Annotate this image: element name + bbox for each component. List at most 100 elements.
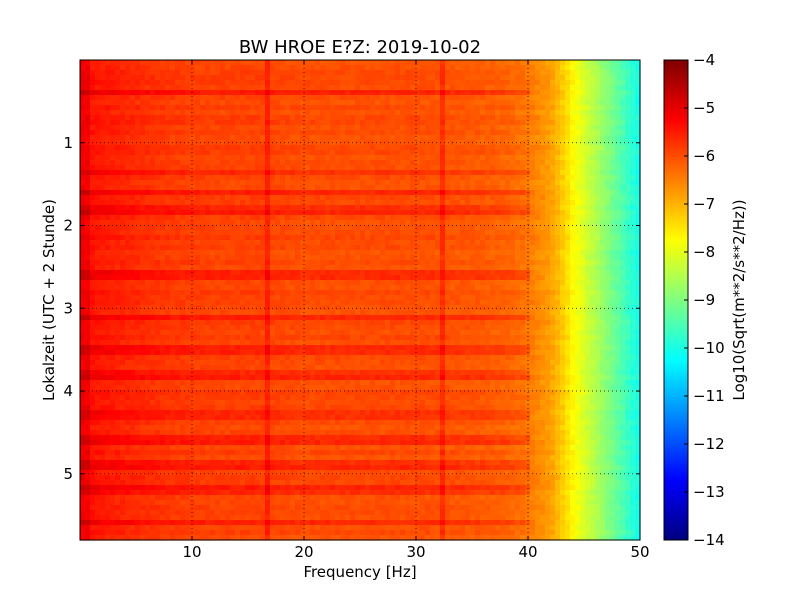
heatmap-cell xyxy=(385,105,391,111)
heatmap-cell xyxy=(305,75,311,81)
heatmap-cell xyxy=(180,195,186,201)
heatmap-cell xyxy=(295,155,301,161)
heatmap-cell xyxy=(480,265,486,271)
heatmap-cell xyxy=(625,65,631,71)
heatmap-cell xyxy=(145,235,151,241)
heatmap-cell xyxy=(495,130,501,136)
heatmap-cell xyxy=(625,165,631,171)
heatmap-cell xyxy=(565,240,571,246)
heatmap-cell xyxy=(280,250,286,256)
heatmap-cell xyxy=(560,155,566,161)
heatmap-cell xyxy=(290,135,296,141)
heatmap-cell xyxy=(270,260,276,266)
heatmap-cell xyxy=(420,145,426,151)
heatmap-cell xyxy=(475,145,481,151)
heatmap-cell xyxy=(380,230,386,236)
heatmap-cell xyxy=(140,280,146,286)
heatmap-cell xyxy=(150,195,156,201)
heatmap-cell xyxy=(615,240,621,246)
heatmap-cell xyxy=(170,230,176,236)
heatmap-cell xyxy=(490,250,496,256)
heatmap-cell xyxy=(275,200,281,206)
heatmap-cell xyxy=(125,165,131,171)
heatmap-cell xyxy=(345,265,351,271)
heatmap-cell xyxy=(410,190,416,196)
heatmap-cell xyxy=(425,80,431,86)
heatmap-cell xyxy=(345,70,351,76)
heatmap-cell xyxy=(395,235,401,241)
heatmap-cell xyxy=(515,115,521,121)
heatmap-cell xyxy=(580,80,586,86)
heatmap-cell xyxy=(320,245,326,251)
heatmap-cell xyxy=(250,230,256,236)
heatmap-cell xyxy=(470,270,476,276)
heatmap-cell xyxy=(565,220,571,226)
heatmap-cell xyxy=(165,85,171,91)
heatmap-cell xyxy=(455,265,461,271)
heatmap-cell xyxy=(310,160,316,166)
heatmap-cell xyxy=(470,130,476,136)
heatmap-cell xyxy=(120,150,126,156)
heatmap-cell xyxy=(480,250,486,256)
heatmap-cell xyxy=(330,185,336,191)
heatmap-cell xyxy=(170,130,176,136)
heatmap-cell xyxy=(625,185,631,191)
heatmap-cell xyxy=(435,190,441,196)
heatmap-cell xyxy=(425,165,431,171)
heatmap-cell xyxy=(405,175,411,181)
heatmap-cell xyxy=(230,230,236,236)
heatmap-cell xyxy=(85,260,91,266)
heatmap-cell xyxy=(460,70,466,76)
heatmap-cell xyxy=(395,130,401,136)
heatmap-cell xyxy=(520,60,526,66)
heatmap-cell xyxy=(435,175,441,181)
heatmap-cell xyxy=(485,65,491,71)
heatmap-cell xyxy=(185,190,191,196)
heatmap-cell xyxy=(295,265,301,271)
heatmap-cell xyxy=(460,160,466,166)
heatmap-cell xyxy=(350,135,356,141)
heatmap-cell xyxy=(590,95,596,101)
heatmap-cell xyxy=(225,205,231,211)
heatmap-cell xyxy=(215,195,221,201)
heatmap-cell xyxy=(95,155,101,161)
heatmap-cell xyxy=(195,95,201,101)
heatmap-cell xyxy=(355,245,361,251)
heatmap-cell xyxy=(540,150,546,156)
heatmap-cell xyxy=(325,240,331,246)
heatmap-cell xyxy=(570,165,576,171)
heatmap-cell xyxy=(365,230,371,236)
heatmap-cell xyxy=(535,220,541,226)
heatmap-cell xyxy=(150,280,156,286)
heatmap-cell xyxy=(90,60,96,66)
heatmap-cell xyxy=(625,270,631,276)
heatmap-cell xyxy=(385,215,391,221)
heatmap-cell xyxy=(535,110,541,116)
heatmap-cell xyxy=(430,215,436,221)
heatmap-cell xyxy=(625,250,631,256)
heatmap-cell xyxy=(555,230,561,236)
heatmap-cell xyxy=(525,175,531,181)
heatmap-cell xyxy=(95,215,101,221)
heatmap-cell xyxy=(490,185,496,191)
heatmap-cell xyxy=(110,255,116,261)
heatmap-cell xyxy=(425,140,431,146)
heatmap-cell xyxy=(525,155,531,161)
heatmap-cell xyxy=(380,150,386,156)
heatmap-cell xyxy=(315,105,321,111)
heatmap-cell xyxy=(175,160,181,166)
heatmap-cell xyxy=(580,105,586,111)
heatmap-cell xyxy=(165,240,171,246)
heatmap-cell xyxy=(80,175,86,181)
heatmap-cell xyxy=(445,270,451,276)
heatmap-cell xyxy=(600,160,606,166)
heatmap-cell xyxy=(405,230,411,236)
heatmap-cell xyxy=(455,160,461,166)
heatmap-cell xyxy=(295,110,301,116)
heatmap-cell xyxy=(605,75,611,81)
heatmap-cell xyxy=(395,190,401,196)
heatmap-cell xyxy=(485,165,491,171)
heatmap-cell xyxy=(340,60,346,66)
heatmap-cell xyxy=(485,235,491,241)
